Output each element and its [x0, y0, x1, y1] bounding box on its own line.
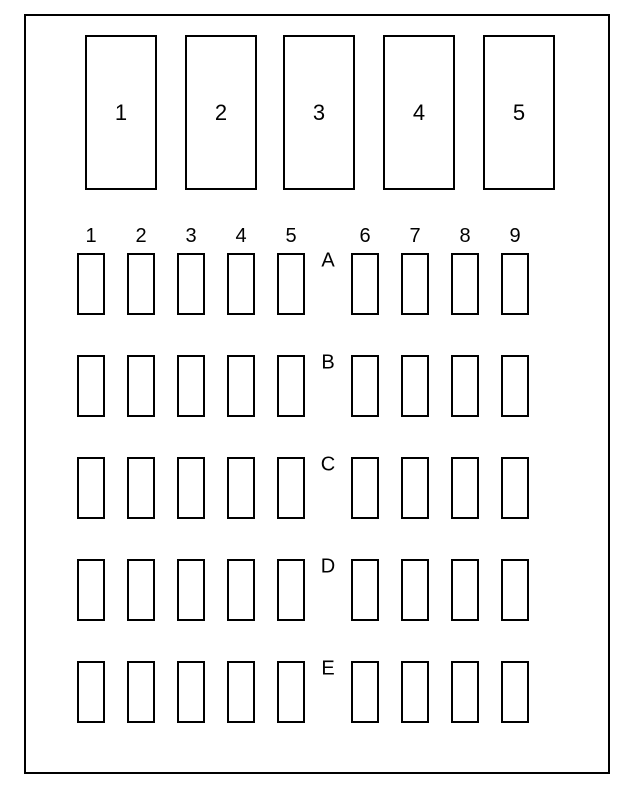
- fuse-C4: [227, 457, 255, 519]
- fuse-B1: [77, 355, 105, 417]
- fuse-D9: [501, 559, 529, 621]
- fuse-B7: [401, 355, 429, 417]
- fuse-A5: [277, 253, 305, 315]
- fuse-D5: [277, 559, 305, 621]
- column-label-7: 7: [409, 225, 420, 248]
- fuse-C6: [351, 457, 379, 519]
- fuse-B2: [127, 355, 155, 417]
- relay-2: 2: [185, 35, 257, 190]
- column-label-1: 1: [85, 225, 96, 248]
- fuse-C1: [77, 457, 105, 519]
- fuse-E9: [501, 661, 529, 723]
- relay-5: 5: [483, 35, 555, 190]
- fuse-D2: [127, 559, 155, 621]
- row-label-D: D: [321, 556, 335, 579]
- fuse-E8: [451, 661, 479, 723]
- fuse-C8: [451, 457, 479, 519]
- fuse-C2: [127, 457, 155, 519]
- relay-label: 1: [115, 100, 127, 126]
- fuse-D3: [177, 559, 205, 621]
- relay-label: 3: [313, 100, 325, 126]
- fuse-B6: [351, 355, 379, 417]
- fuse-C3: [177, 457, 205, 519]
- relay-3: 3: [283, 35, 355, 190]
- column-label-3: 3: [185, 225, 196, 248]
- column-label-2: 2: [135, 225, 146, 248]
- fuse-B9: [501, 355, 529, 417]
- relay-4: 4: [383, 35, 455, 190]
- row-label-A: A: [321, 250, 334, 273]
- fuse-E4: [227, 661, 255, 723]
- relay-label: 2: [215, 100, 227, 126]
- fuse-C9: [501, 457, 529, 519]
- relay-label: 4: [413, 100, 425, 126]
- row-label-B: B: [321, 352, 334, 375]
- row-label-E: E: [321, 658, 334, 681]
- fuse-A6: [351, 253, 379, 315]
- column-label-9: 9: [509, 225, 520, 248]
- column-label-5: 5: [285, 225, 296, 248]
- fuse-E3: [177, 661, 205, 723]
- fuse-E2: [127, 661, 155, 723]
- fuse-D8: [451, 559, 479, 621]
- column-label-8: 8: [459, 225, 470, 248]
- fuse-D1: [77, 559, 105, 621]
- column-label-4: 4: [235, 225, 246, 248]
- fuse-E1: [77, 661, 105, 723]
- fuse-E7: [401, 661, 429, 723]
- fuse-D6: [351, 559, 379, 621]
- fuse-B3: [177, 355, 205, 417]
- row-label-C: C: [321, 454, 335, 477]
- diagram-canvas: 1 2 3 4 5 1 2 3 4 5 6 7 8 9 A B C D E: [0, 0, 630, 791]
- relay-1: 1: [85, 35, 157, 190]
- fuse-A1: [77, 253, 105, 315]
- fuse-E5: [277, 661, 305, 723]
- fuse-A4: [227, 253, 255, 315]
- fuse-D4: [227, 559, 255, 621]
- fuse-C7: [401, 457, 429, 519]
- fuse-E6: [351, 661, 379, 723]
- fuse-A8: [451, 253, 479, 315]
- fuse-A3: [177, 253, 205, 315]
- fuse-C5: [277, 457, 305, 519]
- fuse-B5: [277, 355, 305, 417]
- column-label-6: 6: [359, 225, 370, 248]
- fuse-D7: [401, 559, 429, 621]
- fuse-A2: [127, 253, 155, 315]
- fuse-B4: [227, 355, 255, 417]
- fuse-A9: [501, 253, 529, 315]
- fuse-A7: [401, 253, 429, 315]
- relay-label: 5: [513, 100, 525, 126]
- fuse-B8: [451, 355, 479, 417]
